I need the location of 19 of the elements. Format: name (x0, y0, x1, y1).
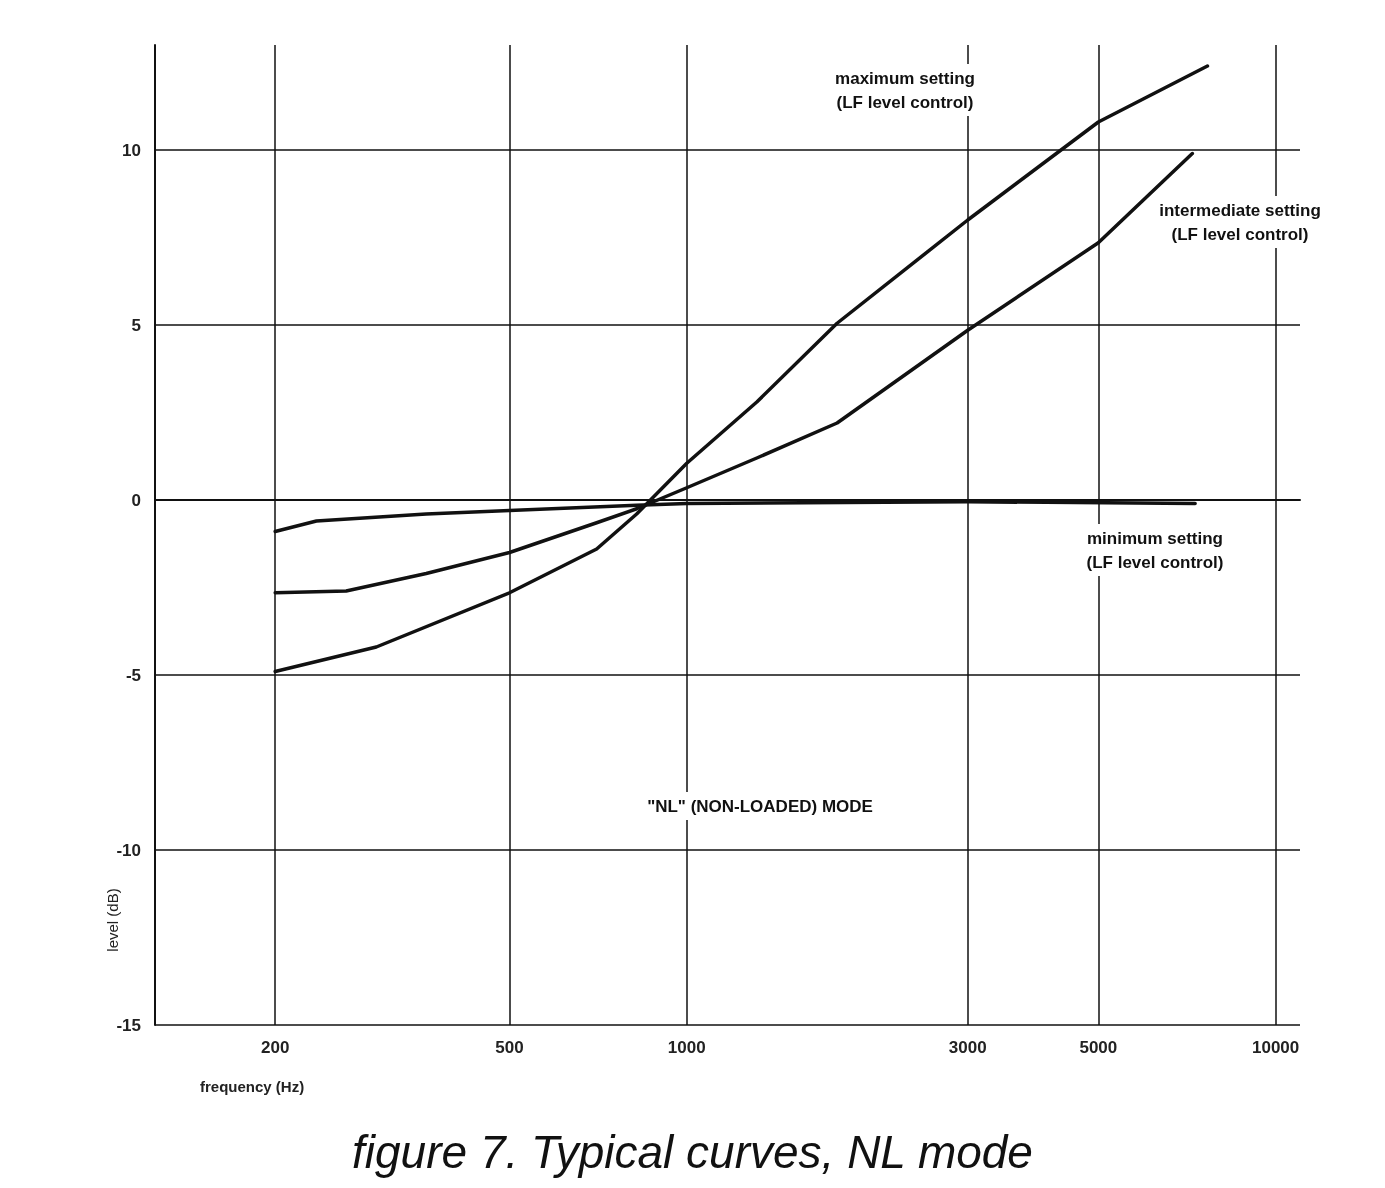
x-tick-label: 1000 (667, 1038, 706, 1057)
x-tick-label: 5000 (1079, 1038, 1118, 1057)
annotation: maximum setting (LF level control) (835, 68, 975, 112)
x-tick-label: 200 (261, 1038, 290, 1057)
text: figure 7. Typical curves, NL mode (352, 1126, 1033, 1178)
y-axis-title: level (dB) (103, 888, 121, 952)
x-tick-label: 3000 (948, 1038, 987, 1057)
annotation: intermediate setting (LF level control) (1159, 200, 1321, 244)
x-axis-title: frequency (Hz) (200, 1077, 305, 1095)
y-tick-label: -5 (125, 665, 141, 685)
y-tick-label: 0 (131, 490, 141, 510)
x-tick-label: 500 (495, 1038, 524, 1057)
y-tick-label: 5 (131, 315, 141, 335)
y-tick-label: -10 (116, 840, 141, 860)
y-tick-label: 10 (122, 140, 141, 160)
y-tick-label: -15 (116, 1015, 141, 1035)
annotation: minimum setting (LF level control) (1086, 528, 1224, 572)
annotation: "NL" (NON-LOADED) MODE (647, 796, 873, 816)
x-tick-label: 10000 (1251, 1038, 1300, 1057)
